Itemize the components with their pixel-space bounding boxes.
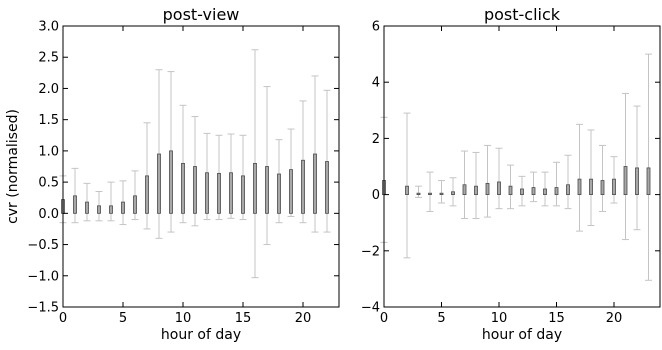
data-bar (416, 192, 421, 196)
y-tick-label: 2.5 (38, 51, 59, 66)
data-bar (405, 185, 409, 195)
data-bar (428, 192, 432, 196)
y-tick-label: 2 (372, 132, 380, 147)
data-bar (181, 162, 185, 214)
data-bar (612, 178, 616, 196)
x-tick-label: 20 (295, 311, 312, 326)
data-bar (205, 172, 209, 214)
data-bar (325, 161, 329, 214)
data-bar (635, 167, 639, 195)
data-bar (193, 166, 197, 214)
data-bar (145, 175, 149, 214)
chart-title: post-click (484, 5, 561, 24)
data-bar (543, 188, 547, 195)
x-tick-label: 5 (119, 311, 127, 326)
data-bar (97, 205, 101, 214)
x-tick-label: 5 (437, 311, 445, 326)
y-tick-label: 1.5 (38, 113, 59, 128)
data-bar (462, 184, 467, 195)
y-tick-label: −2 (361, 244, 380, 259)
data-bar (451, 191, 455, 195)
x-tick-label: 0 (59, 311, 67, 326)
plot-frame (383, 25, 661, 308)
x-axis-label: hour of day (482, 327, 562, 343)
y-tick-label: 3.0 (38, 20, 59, 35)
data-bar (566, 184, 570, 195)
y-tick-label: 0.0 (38, 207, 59, 222)
data-bar (109, 205, 113, 214)
data-bar (121, 201, 125, 214)
x-tick-label: 15 (548, 311, 565, 326)
y-axis-label: cvr (normalised) (5, 109, 21, 224)
data-bar (133, 195, 137, 214)
x-tick-label: 10 (175, 311, 192, 326)
x-tick-label: 0 (380, 311, 388, 326)
data-bar (313, 153, 317, 214)
data-bar (600, 180, 605, 196)
x-tick-label: 15 (235, 311, 252, 326)
data-bar (589, 178, 593, 196)
data-bar (554, 187, 559, 195)
y-tick-label: 1.0 (38, 144, 59, 159)
y-tick-label: 2.0 (38, 82, 59, 97)
data-bar (241, 175, 245, 214)
y-tick-label: 6 (372, 20, 380, 35)
chart-title: post-view (163, 5, 240, 24)
y-tick-label: 0.5 (38, 176, 59, 191)
x-tick-label: 10 (491, 311, 508, 326)
data-bar (508, 185, 513, 195)
y-tick-label: 0 (372, 188, 380, 203)
data-bar (229, 172, 233, 214)
data-bar (169, 150, 173, 214)
data-bar (474, 185, 478, 195)
data-bar (485, 182, 490, 196)
y-tick-label: −0.5 (27, 238, 59, 253)
y-tick-label: −4 (361, 301, 380, 316)
data-bar (520, 188, 524, 195)
data-bar (265, 166, 269, 214)
data-bar (646, 167, 651, 195)
x-tick-label: 20 (606, 311, 623, 326)
y-tick-label: 4 (372, 76, 380, 91)
data-bar (217, 172, 221, 214)
x-axis-label: hour of day (161, 327, 241, 343)
data-bar (85, 201, 89, 214)
data-bar (157, 153, 161, 214)
data-bar (253, 162, 257, 214)
data-bar (531, 187, 536, 195)
data-bar (289, 169, 293, 214)
data-bar (73, 195, 77, 214)
y-tick-label: −1.0 (27, 269, 59, 284)
data-bar (301, 159, 305, 214)
y-tick-label: −1.5 (27, 301, 59, 316)
data-bar (497, 181, 501, 196)
data-bar (577, 178, 582, 196)
plot-frame (62, 25, 340, 308)
data-bar (277, 173, 281, 214)
data-bar (439, 192, 444, 196)
data-bar (623, 166, 628, 196)
